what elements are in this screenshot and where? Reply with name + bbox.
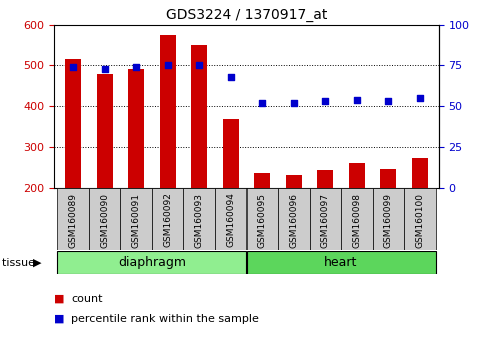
Text: GSM160100: GSM160100 bbox=[416, 193, 424, 247]
Text: GSM160094: GSM160094 bbox=[226, 193, 235, 247]
Text: percentile rank within the sample: percentile rank within the sample bbox=[71, 314, 259, 324]
Text: tissue: tissue bbox=[2, 258, 39, 268]
Text: GSM160097: GSM160097 bbox=[321, 193, 330, 247]
Text: GSM160096: GSM160096 bbox=[289, 193, 298, 247]
Text: ▶: ▶ bbox=[34, 258, 42, 268]
Point bbox=[132, 64, 140, 70]
Bar bbox=[191, 45, 207, 188]
Bar bbox=[310, 188, 341, 250]
Bar bbox=[57, 251, 246, 274]
Text: GSM160098: GSM160098 bbox=[352, 193, 361, 247]
Bar bbox=[65, 59, 81, 188]
Point bbox=[258, 100, 266, 106]
Bar bbox=[128, 69, 144, 188]
Bar bbox=[160, 35, 176, 188]
Bar bbox=[254, 172, 270, 188]
Point bbox=[164, 63, 172, 68]
Text: GSM160092: GSM160092 bbox=[163, 193, 172, 247]
Bar bbox=[381, 169, 396, 188]
Text: ■: ■ bbox=[54, 314, 65, 324]
Bar bbox=[286, 175, 302, 188]
Text: GSM160093: GSM160093 bbox=[195, 193, 204, 247]
Bar bbox=[412, 158, 428, 188]
Point bbox=[385, 98, 392, 104]
Point bbox=[227, 74, 235, 80]
Title: GDS3224 / 1370917_at: GDS3224 / 1370917_at bbox=[166, 8, 327, 22]
Bar bbox=[246, 251, 436, 274]
Point bbox=[321, 98, 329, 104]
Bar bbox=[373, 188, 404, 250]
Point bbox=[101, 66, 108, 72]
Text: diaphragm: diaphragm bbox=[118, 256, 186, 269]
Point bbox=[416, 95, 424, 101]
Bar bbox=[341, 188, 373, 250]
Bar bbox=[349, 163, 365, 188]
Text: GSM160091: GSM160091 bbox=[132, 193, 141, 247]
Text: count: count bbox=[71, 294, 103, 304]
Text: heart: heart bbox=[324, 256, 358, 269]
Bar bbox=[215, 188, 246, 250]
Point bbox=[353, 97, 361, 103]
Bar bbox=[404, 188, 436, 250]
Point bbox=[290, 100, 298, 106]
Bar bbox=[97, 74, 112, 188]
Text: GSM160099: GSM160099 bbox=[384, 193, 393, 247]
Text: GSM160090: GSM160090 bbox=[100, 193, 109, 247]
Bar bbox=[278, 188, 310, 250]
Bar bbox=[317, 170, 333, 188]
Bar bbox=[183, 188, 215, 250]
Point bbox=[195, 63, 203, 68]
Bar bbox=[246, 188, 278, 250]
Text: GSM160095: GSM160095 bbox=[258, 193, 267, 247]
Point bbox=[69, 64, 77, 70]
Bar bbox=[57, 188, 89, 250]
Text: ■: ■ bbox=[54, 294, 65, 304]
Bar bbox=[120, 188, 152, 250]
Bar bbox=[152, 188, 183, 250]
Bar bbox=[223, 119, 239, 188]
Text: GSM160089: GSM160089 bbox=[69, 193, 77, 247]
Bar bbox=[89, 188, 120, 250]
